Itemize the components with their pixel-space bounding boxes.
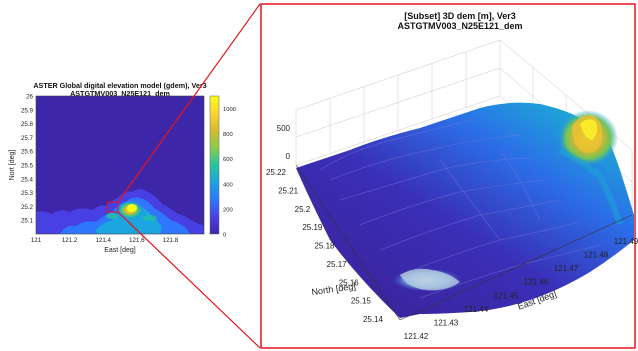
- surface-3d-north-tick: 25.15: [351, 297, 372, 306]
- map-2d-y-tick: 25.8: [21, 121, 34, 128]
- surface-3d-north-tick: 25.18: [314, 242, 335, 251]
- colorbar-tick: 0: [223, 233, 226, 239]
- surface-3d-subtitle: ASTGTMV003_N25E121_dem: [397, 21, 522, 31]
- zoom-line-bottom: [117, 211, 261, 349]
- colorbar-tick: 1000: [223, 107, 236, 113]
- map-2d-ylabel: Nort [deg]: [9, 150, 16, 181]
- map-2d-y-tick: 25.7: [21, 135, 34, 142]
- map-2d-x-tick: 121.8: [163, 237, 179, 244]
- surface-3d-north-tick: 25.2: [295, 205, 311, 214]
- surface-3d-terrain: [296, 102, 634, 319]
- surface-3d-east-tick: 121.42: [404, 332, 429, 341]
- colorbar-tick: 400: [223, 182, 233, 188]
- surface-3d-north-tick: 25.17: [327, 260, 348, 269]
- colorbar-tick: 200: [223, 207, 233, 213]
- map-2d-x-tick: 121: [31, 237, 42, 244]
- surface-3d-axes: [295, 164, 633, 321]
- surface-3d-north-tick: 25.14: [363, 315, 384, 324]
- map-2d-y-tick: 25.3: [21, 190, 34, 197]
- map-2d-x-tick: 121.6: [129, 237, 145, 244]
- map-2d-x-tick: 121.2: [62, 237, 78, 244]
- colorbar-gradient: [209, 95, 220, 235]
- map-2d-subtitle: ASTGTMV003_N25E121_dem: [70, 89, 170, 98]
- map-2d-y-tick: 25.1: [21, 218, 34, 225]
- map-2d-chart: ASTER Global digital elevation model (gd…: [9, 81, 236, 254]
- colorbar: 1000 800 600 400 200 0: [209, 95, 236, 239]
- map-2d-terrain: [36, 189, 204, 234]
- surface-3d-chart: [Subset] 3D dem [m], Ver3 ASTGTMV003_N25…: [260, 3, 638, 349]
- surface-3d-east-ticks: 121.42 121.43 121.44 121.45 121.46 121.47 121.…: [404, 237, 638, 341]
- map-2d-x-tick: 121.4: [95, 237, 111, 244]
- surface-3d-north-tick: 25.19: [302, 223, 323, 232]
- surface-3d-east-tick: 121.47: [554, 264, 579, 273]
- zoom-line-top: [117, 3, 261, 203]
- surface-3d-z-ticks: 500 0: [277, 124, 291, 161]
- map-2d-y-tick: 25.2: [21, 204, 34, 211]
- colorbar-tick: 800: [223, 132, 233, 138]
- surface-3d-north-ticks: 25.22 25.21 25.2 25.19 25.18 25.17 25.16 25.15 2…: [266, 168, 384, 324]
- surface-3d-east-tick: 121.46: [524, 278, 549, 287]
- map-2d-y-tick: 25.5: [21, 163, 34, 170]
- map-2d-y-ticks: 26 25.9 25.8 25.7 25.6 25.5 25.4 25.3 25.2 25.1: [21, 94, 34, 225]
- surface-3d-east-tick: 121.45: [494, 291, 519, 300]
- map-2d-y-tick: 25.9: [21, 107, 34, 114]
- surface-3d-title: [Subset] 3D dem [m], Ver3: [404, 11, 516, 21]
- surface-3d-north-tick: 25.21: [278, 186, 299, 195]
- surface-3d-z-tick: 0: [286, 152, 291, 161]
- surface-3d-east-tick: 121.44: [464, 305, 489, 314]
- zoom-connector: [117, 3, 261, 349]
- surface-3d-z-tick: 500: [277, 124, 291, 133]
- colorbar-tick: 600: [223, 157, 233, 163]
- surface-3d-east-tick: 121.49: [614, 237, 638, 246]
- map-2d-plot-area: [35, 95, 205, 235]
- surface-3d-east-tick: 121.43: [434, 318, 459, 327]
- map-2d-y-tick: 26: [26, 94, 33, 101]
- map-2d-x-ticks: 121 121.2 121.4 121.6 121.8: [31, 237, 179, 244]
- map-2d-xlabel: East [deg]: [104, 247, 136, 254]
- surface-3d-north-tick: 25.22: [266, 168, 287, 177]
- subset-box: [106, 201, 119, 213]
- surface-3d-north-tick: 25.16: [339, 278, 360, 287]
- map-2d-y-tick: 25.4: [21, 176, 34, 183]
- map-2d-y-tick: 25.6: [21, 149, 34, 156]
- map-2d-title: ASTER Global digital elevation model (gd…: [33, 81, 206, 90]
- colorbar-ticks: 1000 800 600 400 200 0: [223, 107, 236, 238]
- surface-3d-east-tick: 121.48: [584, 251, 609, 260]
